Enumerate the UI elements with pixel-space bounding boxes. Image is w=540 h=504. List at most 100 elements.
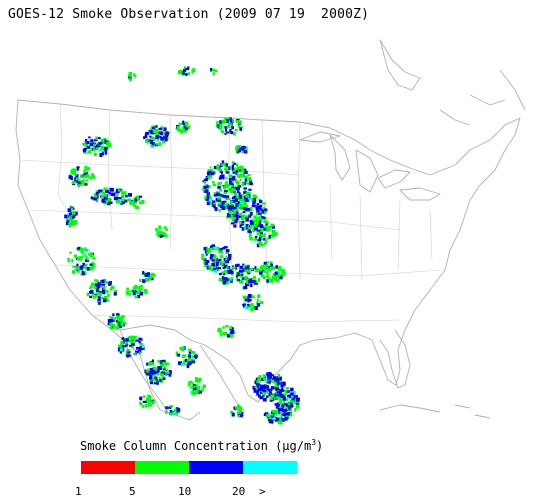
smoke-pixel — [226, 131, 230, 134]
smoke-pixel — [158, 366, 163, 370]
smoke-pixel — [235, 193, 238, 197]
smoke-pixel — [105, 298, 109, 302]
smoke-pixel — [234, 264, 239, 267]
smoke-pixel — [157, 369, 160, 373]
smoke-pixel — [277, 420, 280, 424]
florida — [379, 329, 411, 389]
smoke-pixel — [197, 386, 201, 390]
smoke-pixel — [229, 123, 233, 127]
smoke-pixel — [212, 72, 215, 76]
smoke-pixel — [275, 411, 278, 416]
smoke-pixel — [91, 293, 96, 296]
smoke-pixel — [276, 376, 280, 380]
smoke-pixel — [225, 325, 229, 328]
smoke-pixel — [80, 179, 84, 184]
smoke-pixel — [247, 225, 252, 230]
smoke-pixel — [72, 221, 77, 226]
smoke-pixel — [231, 412, 235, 417]
smoke-pixel — [216, 168, 220, 171]
smoke-pixel — [151, 377, 155, 381]
smoke-pixel — [244, 215, 249, 219]
smoke-pixel — [73, 169, 76, 174]
smoke-pixel — [76, 167, 79, 171]
smoke-pixel — [89, 176, 92, 179]
smoke-pixel — [177, 128, 181, 132]
smoke-pixel — [270, 374, 274, 377]
smoke-pixel — [117, 347, 121, 352]
smoke-pixel — [71, 180, 76, 184]
smoke-pixel — [232, 208, 235, 212]
page-title: GOES-12 Smoke Observation (2009 07 19 20… — [8, 7, 370, 22]
smoke-pixel — [205, 260, 210, 264]
smoke-pixel — [244, 295, 248, 299]
smoke-pixel — [116, 192, 119, 197]
smoke-pixel — [247, 229, 252, 233]
smoke-pixel — [193, 383, 196, 386]
smoke-pixel — [163, 367, 166, 371]
smoke-pixel — [147, 397, 151, 400]
smoke-pixel — [258, 220, 262, 224]
smoke-pixel — [97, 298, 101, 301]
smoke-pixel — [132, 292, 136, 296]
smoke-pixel — [225, 119, 229, 123]
smoke-pixel — [224, 183, 229, 187]
smoke-pixel — [242, 263, 245, 266]
smoke-pixel — [277, 408, 282, 412]
smoke-pixel — [207, 175, 210, 178]
smoke-pixel — [263, 233, 266, 237]
smoke-pixel — [144, 290, 148, 295]
smoke-pixel — [204, 196, 208, 201]
smoke-pixel — [66, 220, 70, 223]
smoke-pixel — [269, 388, 273, 391]
smoke-pixel — [261, 274, 264, 277]
smoke-pixel — [270, 411, 275, 416]
smoke-pixel — [228, 118, 232, 121]
smoke-pixel — [106, 140, 110, 143]
smoke-pixel — [283, 389, 287, 393]
smoke-pixel — [78, 249, 83, 252]
smoke-pixel — [149, 274, 153, 277]
smoke-pixel — [271, 419, 274, 424]
smoke-pixel — [97, 282, 101, 286]
smoke-pixel — [106, 198, 111, 202]
smoke-pixel — [275, 265, 279, 269]
smoke-pixel — [243, 171, 247, 174]
smoke-pixel — [280, 400, 283, 405]
smoke-pixel — [107, 293, 110, 297]
smoke-pixel — [294, 407, 297, 412]
smoke-pixel — [237, 203, 242, 206]
smoke-pixel — [244, 175, 248, 179]
smoke-pixel — [235, 198, 239, 202]
smoke-pixel — [237, 181, 240, 185]
smoke-pixel — [247, 271, 251, 275]
smoke-pixel — [250, 197, 255, 201]
smoke-pixel — [168, 370, 172, 374]
smoke-pixel — [210, 267, 215, 272]
smoke-pixel — [129, 344, 132, 347]
smoke-pixel — [235, 208, 239, 212]
smoke-pixel — [281, 408, 284, 412]
smoke-pixel — [95, 289, 99, 292]
smoke-pixel — [258, 198, 262, 202]
smoke-pixel — [293, 391, 297, 395]
smoke-pixel — [286, 416, 289, 419]
smoke-pixel — [246, 191, 251, 195]
smoke-pixel — [208, 170, 212, 173]
smoke-pixel — [231, 167, 236, 172]
smoke-pixel — [198, 378, 202, 381]
smoke-pixel — [220, 130, 224, 133]
smoke-pixel — [286, 390, 290, 393]
smoke-pixel — [172, 411, 177, 415]
smoke-pixel — [276, 402, 279, 405]
smoke-pixel — [260, 243, 264, 247]
smoke-pixel — [278, 393, 282, 397]
smoke-pixel — [245, 195, 249, 199]
smoke-pixel — [188, 380, 192, 384]
smoke-pixel — [232, 217, 236, 220]
smoke-pixel — [148, 277, 152, 281]
smoke-pixel — [245, 278, 250, 282]
smoke-pixel — [100, 194, 105, 198]
smoke-pixel — [121, 337, 125, 340]
smoke-pixel — [245, 282, 249, 287]
